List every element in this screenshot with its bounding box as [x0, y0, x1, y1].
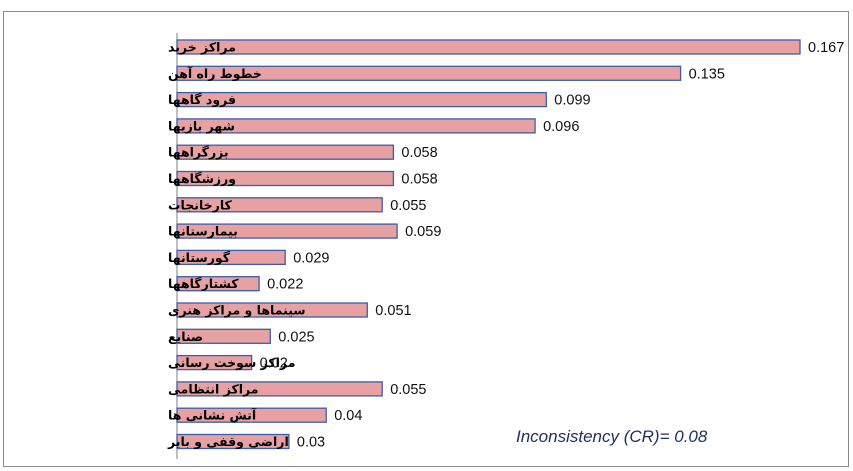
data-label-12: 0.02	[260, 356, 288, 372]
category-label-14: آتش نشانی ها	[168, 408, 257, 423]
category-label-10: سینماها و مراکز هنری	[168, 303, 306, 318]
data-label-10: 0.051	[375, 303, 411, 319]
data-label-7: 0.059	[405, 224, 441, 240]
category-label-6: کارخانجات	[168, 197, 233, 212]
data-label-4: 0.058	[401, 145, 437, 161]
data-label-8: 0.029	[293, 250, 329, 266]
category-label-8: گورستانها	[168, 250, 231, 265]
category-label-1: خطوط راه آهن	[168, 66, 262, 81]
data-label-11: 0.025	[278, 329, 314, 345]
data-label-6: 0.055	[390, 198, 426, 214]
category-label-11: صنایع	[168, 329, 203, 344]
data-label-15: 0.03	[297, 435, 325, 451]
bar-0	[177, 40, 800, 54]
data-label-5: 0.058	[401, 172, 437, 188]
category-label-13: مراکز انتظامی	[168, 381, 259, 396]
data-label-14: 0.04	[334, 408, 362, 424]
data-label-2: 0.099	[554, 93, 590, 109]
category-label-15: اراضی وقفی و بایر	[167, 434, 289, 449]
data-label-0: 0.167	[808, 40, 844, 56]
category-label-5: ورزشگاهها	[168, 171, 236, 186]
data-label-1: 0.135	[689, 66, 725, 82]
category-label-0: مراکز خرید	[168, 40, 236, 55]
category-label-9: کشتارگاهها	[168, 276, 239, 291]
category-label-7: بیمارستانها	[168, 224, 238, 239]
data-label-13: 0.055	[390, 382, 426, 398]
category-label-4: بزرگراهها	[168, 145, 229, 160]
data-label-3: 0.096	[543, 119, 579, 135]
data-label-9: 0.022	[267, 277, 303, 293]
category-label-2: فرود گاهها	[168, 92, 236, 107]
category-label-3: شهر بازیها	[168, 118, 235, 133]
inconsistency-annotation: Inconsistency (CR)= 0.08	[516, 427, 708, 446]
